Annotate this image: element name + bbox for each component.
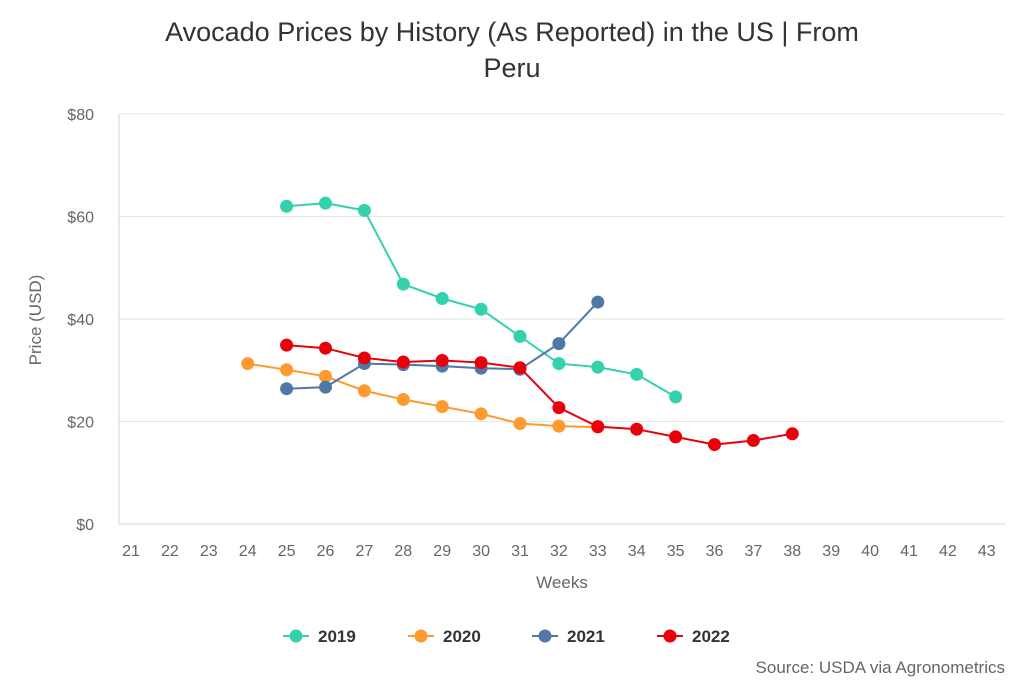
data-point[interactable] [513,417,527,431]
legend-label: 2020 [443,627,481,646]
data-point[interactable] [280,363,294,377]
x-axis-label: Weeks [536,573,588,592]
data-point[interactable] [474,356,488,370]
legend-marker [414,629,428,643]
data-point[interactable] [319,369,332,383]
y-tick-label: $80 [67,107,94,124]
data-point[interactable] [785,427,799,441]
x-tick-label: 33 [589,543,607,560]
x-tick-label: 23 [200,543,218,560]
data-point[interactable] [280,338,294,352]
data-point[interactable] [396,277,410,291]
x-tick-label: 32 [550,543,568,560]
x-tick-label: 28 [394,543,412,560]
x-tick-label: 43 [978,543,996,560]
legend-item-2020[interactable]: 2020 [408,627,481,646]
x-tick-label: 35 [667,543,685,560]
data-point[interactable] [357,351,371,365]
x-tick-label: 30 [472,543,490,560]
data-point[interactable] [241,357,255,371]
source-credit[interactable]: Source: USDA via Agronometrics [756,658,1005,677]
series-2020[interactable] [241,357,605,434]
x-tick-label: 22 [161,543,179,560]
x-tick-label: 27 [356,543,374,560]
data-point[interactable] [552,401,566,415]
data-point[interactable] [591,295,605,309]
legend-label: 2019 [318,627,356,646]
data-point[interactable] [669,430,683,444]
data-point[interactable] [669,390,683,404]
data-point[interactable] [552,419,566,433]
legend-item-2021[interactable]: 2021 [532,627,605,646]
data-point[interactable] [630,367,644,381]
x-tick-label: 34 [628,543,646,560]
y-tick-label: $40 [67,312,94,329]
legend-marker [663,629,677,643]
y-tick-label: $20 [67,415,94,432]
data-point[interactable] [357,384,371,398]
legend-marker [289,629,303,643]
x-tick-label: 40 [861,543,879,560]
data-point[interactable] [474,407,488,421]
x-tick-label: 21 [122,543,140,560]
legend-item-2019[interactable]: 2019 [283,627,356,646]
data-point[interactable] [552,357,566,371]
data-point[interactable] [708,438,721,452]
x-tick-label: 37 [745,543,763,560]
data-point[interactable] [396,392,410,406]
y-tick-label: $0 [76,517,94,534]
series-2019[interactable] [280,196,683,404]
data-point[interactable] [435,292,449,305]
data-point[interactable] [746,433,760,447]
data-point[interactable] [435,400,449,414]
data-point[interactable] [474,302,488,316]
y-tick-label: $60 [67,210,94,227]
data-point[interactable] [319,341,332,355]
series-line[interactable] [247,362,598,429]
series-2022[interactable] [280,338,799,452]
chart-title-line-1: Avocado Prices by History (As Reported) … [165,17,859,47]
data-point[interactable] [357,203,371,217]
data-point[interactable] [513,329,527,343]
data-point[interactable] [513,361,527,375]
data-point[interactable] [591,420,605,434]
x-tick-label: 24 [239,543,257,560]
data-point[interactable] [630,422,644,436]
y-axis-label: Price (USD) [26,275,45,366]
data-point[interactable] [435,354,449,368]
legend-label: 2021 [567,627,605,646]
x-tick-label: 31 [511,543,529,560]
legend-item-2022[interactable]: 2022 [657,627,730,646]
data-point[interactable] [280,199,294,213]
series-line[interactable] [286,301,599,390]
x-tick-label: 36 [706,543,724,560]
legend-marker [538,629,552,643]
x-tick-label: 26 [317,543,335,560]
x-tick-label: 41 [900,543,918,560]
data-point[interactable] [319,196,332,210]
series-line[interactable] [286,344,793,446]
legend-label: 2022 [692,627,730,646]
x-tick-label: 38 [783,543,801,560]
data-point[interactable] [319,380,332,394]
x-tick-label: 25 [278,543,296,560]
x-tick-label: 42 [939,543,957,560]
data-point[interactable] [280,382,294,396]
x-tick-label: 39 [822,543,840,560]
data-point[interactable] [396,355,410,369]
data-point[interactable] [591,360,605,374]
x-tick-label: 29 [433,543,451,560]
chart-title-line-2: Peru [483,53,540,83]
data-point[interactable] [552,337,566,351]
